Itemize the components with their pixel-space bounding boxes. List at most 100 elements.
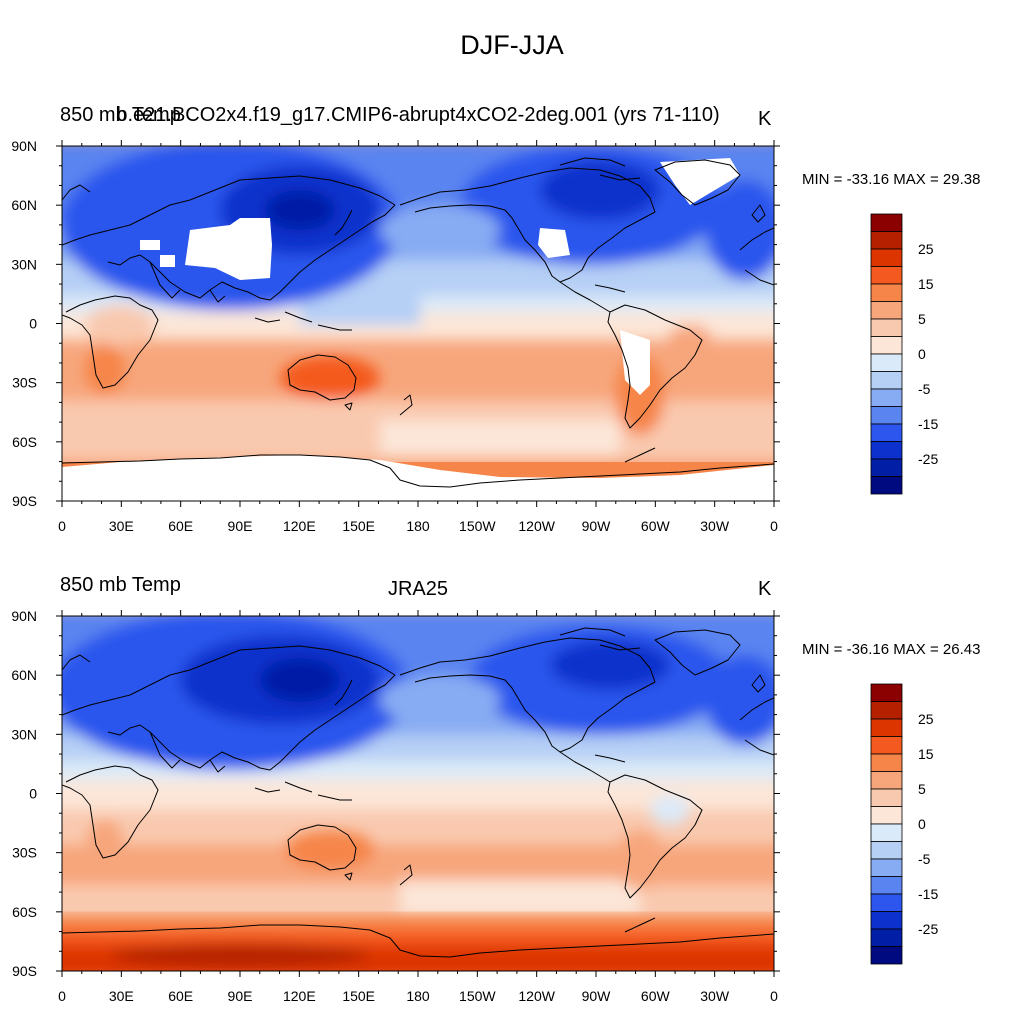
colorbar-swatch: [870, 353, 903, 372]
panel1-units-label: K: [758, 108, 772, 130]
coastline-segment: [559, 157, 641, 181]
panel2-minmax: MIN = -36.16 MAX = 26.43: [802, 641, 981, 658]
colorbar-label: 5: [918, 781, 926, 797]
colorbar-swatch: [870, 371, 903, 390]
lon-tick-label: 120E: [283, 988, 316, 1004]
lat-tick-label: 60N: [11, 667, 37, 683]
colorbar-label: -25: [918, 921, 938, 937]
coastline-segment: [334, 679, 353, 706]
figure-title: DJF-JJA: [460, 30, 564, 60]
colorbar-swatch: [870, 213, 903, 232]
colorbar-swatch: [870, 406, 903, 425]
colorbar-swatch: [870, 753, 903, 772]
lat-tick-label: 30S: [12, 845, 37, 861]
lon-tick-label: 150E: [342, 518, 375, 534]
coastline-segment: [739, 697, 774, 756]
panel2-units-label: K: [758, 578, 772, 600]
lon-tick-label: 30E: [109, 518, 134, 534]
lon-tick-label: 150E: [342, 988, 375, 1004]
coastline-segment: [287, 824, 357, 871]
coastline-segment: [607, 774, 703, 899]
colorbar-swatch: [870, 301, 903, 320]
coastline-segment: [62, 454, 774, 488]
lat-tick-label: 90S: [12, 963, 37, 979]
coastline-segment: [399, 864, 413, 886]
panel1-variable-label: 850 mb Temp: [60, 104, 181, 126]
lon-tick-label: 60W: [641, 518, 671, 534]
lon-tick-label: 90W: [582, 518, 612, 534]
colorbar-label: 15: [918, 276, 934, 292]
colorbar-swatch: [870, 423, 903, 442]
colorbar-swatch: [870, 876, 903, 895]
coastline-segment: [399, 167, 656, 283]
lat-tick-label: 30N: [11, 256, 37, 272]
colorbar-label: 25: [918, 711, 934, 727]
lon-tick-label: 90E: [228, 518, 253, 534]
lon-tick-label: 0: [58, 518, 66, 534]
panel2-case-label: JRA25: [387, 578, 449, 600]
colorbar-swatch: [870, 806, 903, 825]
colorbar-swatch: [870, 441, 903, 460]
coastline-segment: [654, 159, 741, 206]
colorbar-label: -25: [918, 451, 938, 467]
colorbar-label: 25: [918, 241, 934, 257]
colorbar-swatch: [870, 736, 903, 755]
coastline-segment: [62, 175, 396, 246]
colorbar-swatch: [870, 911, 903, 930]
colorbar-swatch: [870, 283, 903, 302]
panel2-ticks: 90N 60N 30N 0 30S 60S 90S 0 30E 60E 90E 120E 150E 180…: [11, 608, 780, 1004]
lat-tick-label: 0: [29, 316, 37, 332]
coastline-segment: [559, 751, 611, 783]
colorbar-swatch: [870, 248, 903, 267]
coastline-segment: [399, 637, 656, 753]
coastline-segment: [287, 354, 357, 401]
lon-tick-label: 90E: [228, 988, 253, 1004]
coastline-segment: [62, 295, 159, 389]
panel1-map: [62, 146, 774, 501]
coastline-segment: [62, 645, 396, 716]
coastline-segment: [739, 227, 774, 286]
lat-tick-label: 30S: [12, 375, 37, 391]
colorbar-swatch: [870, 318, 903, 337]
lon-tick-label: 150W: [459, 988, 496, 1004]
lon-tick-label: 60E: [168, 518, 193, 534]
coastline-segment: [344, 402, 353, 411]
panel1-colorbar: 25 15 5 0 -5 -15 -25: [870, 213, 938, 495]
lat-tick-label: 90N: [11, 608, 37, 624]
colorbar-swatch: [870, 841, 903, 860]
coastline-segment: [149, 261, 226, 303]
coastline-segment: [344, 872, 353, 881]
lon-tick-label: 90W: [582, 988, 612, 1004]
colorbar-swatch: [870, 458, 903, 477]
lon-tick-label: 60E: [168, 988, 193, 1004]
lat-tick-label: 90N: [11, 138, 37, 154]
lat-tick-label: 30N: [11, 726, 37, 742]
coastline-segment: [624, 917, 656, 933]
colorbar-label: 0: [918, 816, 926, 832]
colorbar-swatch: [870, 858, 903, 877]
colorbar-swatch: [870, 231, 903, 250]
coastline-segment: [624, 447, 656, 463]
lon-tick-label: 0: [770, 988, 778, 1004]
coastline-segment: [559, 281, 611, 313]
lat-tick-label: 60S: [12, 434, 37, 450]
colorbar-swatch: [870, 823, 903, 842]
coastline-segment: [594, 754, 626, 763]
lon-tick-label: 60W: [641, 988, 671, 1004]
lon-tick-label: 120W: [518, 988, 555, 1004]
lon-tick-label: 0: [58, 988, 66, 1004]
coastline-segment: [149, 731, 226, 773]
coastline-segment: [254, 311, 352, 331]
colorbar-swatch: [870, 701, 903, 720]
colorbar-swatch: [870, 266, 903, 285]
coastline-segment: [62, 184, 91, 201]
panel2-field-bands: [62, 616, 774, 915]
colorbar-swatch: [870, 683, 903, 702]
coastline-segment: [254, 781, 352, 801]
colorbar-swatch: [870, 336, 903, 355]
lon-tick-label: 30E: [109, 988, 134, 1004]
coastline-segment: [654, 629, 741, 676]
lon-tick-label: 30W: [700, 518, 730, 534]
lon-tick-label: 120W: [518, 518, 555, 534]
